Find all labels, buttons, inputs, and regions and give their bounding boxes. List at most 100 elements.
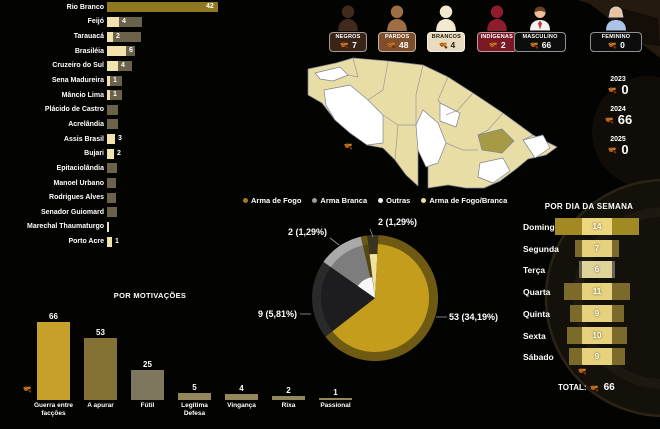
bar-row: Acrelândia xyxy=(0,117,236,132)
funnel-bar-center[interactable]: 14 xyxy=(582,218,612,235)
gender-value: 0 xyxy=(594,40,638,50)
race-card-brancos[interactable]: BRANCOS 4 xyxy=(427,4,466,52)
person-icon xyxy=(387,5,408,31)
year-counter-2023[interactable]: 2023 0 xyxy=(592,76,644,97)
municipality-label: Epitaciolândia xyxy=(56,164,104,172)
bar-track: 1 xyxy=(107,236,236,247)
pistol-icon xyxy=(22,384,33,394)
pistol-icon xyxy=(438,40,449,50)
week-title: POR DIA DA SEMANA xyxy=(544,202,634,211)
bar-row: Brasiléia 6 xyxy=(0,44,236,59)
race-card-pardos[interactable]: PARDOS 48 xyxy=(378,4,417,52)
map-municipality-rio-branco[interactable] xyxy=(477,128,515,154)
gender-card-feminino[interactable]: FEMININO 0 xyxy=(590,4,642,52)
bar-value: 1 xyxy=(113,91,117,99)
weapons-legend: Arma de Fogo Arma Branca Outras Arma de … xyxy=(243,196,507,205)
funnel-bar-center[interactable]: 10 xyxy=(582,326,612,344)
pie-slice-sem-rotulo-inner[interactable] xyxy=(321,267,375,332)
bar-segment-light[interactable] xyxy=(107,75,110,86)
pie-slice-fogo-branca-inner[interactable] xyxy=(369,254,378,298)
pie-data-label: 2 (1,29%) xyxy=(288,227,327,237)
motivation-bar[interactable] xyxy=(225,394,258,400)
funnel-bar-center[interactable]: 9 xyxy=(582,348,612,366)
motivation-label: Guerra entre facções xyxy=(33,402,74,417)
bar-segment[interactable] xyxy=(107,192,116,203)
bar-segment-light[interactable] xyxy=(107,60,118,71)
municipality-label: Brasiléia xyxy=(74,47,104,55)
year-counters: 2023 0 2024 66 2025 0 xyxy=(592,76,644,166)
pie-slice-arma-de-fogo-inner[interactable] xyxy=(332,244,430,353)
pistol-icon xyxy=(607,85,618,95)
motivation-bar[interactable] xyxy=(131,370,164,400)
legend-item[interactable]: Arma de Fogo xyxy=(243,196,301,205)
legend-item[interactable]: Arma Branca xyxy=(312,196,367,205)
race-box: PARDOS 48 xyxy=(378,32,417,52)
bar-segment[interactable] xyxy=(110,90,122,101)
pistol-icon xyxy=(589,383,600,393)
bar-track: 4 xyxy=(107,16,236,27)
bar-segment[interactable] xyxy=(110,75,122,86)
bar-segment[interactable] xyxy=(107,119,118,130)
person-icon xyxy=(486,5,507,31)
bar-segment[interactable] xyxy=(118,60,132,71)
municipality-label: Acrelândia xyxy=(68,120,104,128)
race-card-indígenas[interactable]: INDÍGENAS 2 xyxy=(476,4,517,52)
bar-segment[interactable] xyxy=(113,31,141,42)
bar-segment[interactable] xyxy=(107,2,218,13)
funnel-bar-center[interactable]: 9 xyxy=(582,304,612,322)
bar-segment-light[interactable] xyxy=(107,148,114,159)
bar-segment-light[interactable] xyxy=(107,221,109,232)
motivation-value: 1 xyxy=(333,388,338,397)
map-municipality[interactable] xyxy=(522,134,551,159)
municipality-bar-chart: Rio Branco 42 Feijó 4 Tarauacá 2 Brasilé… xyxy=(0,0,236,249)
motivation-bar[interactable] xyxy=(37,322,70,400)
week-funnel-chart: Domingo 14 Segunda 7 Terça 6 Quarta 11 Q… xyxy=(520,218,660,378)
bar-segment-light[interactable] xyxy=(107,90,110,101)
bar-segment[interactable] xyxy=(107,178,116,188)
bar-segment-light[interactable] xyxy=(107,236,112,247)
race-card-negros[interactable]: NEGROS 7 xyxy=(329,4,367,52)
bar-row: Marechal Thaumaturgo xyxy=(0,220,236,235)
map-municipality[interactable] xyxy=(314,66,349,82)
gender-box: MASCULINO 66 xyxy=(514,32,566,52)
map-municipality[interactable] xyxy=(415,109,447,168)
legend-dot xyxy=(243,198,248,203)
motivation-bar[interactable] xyxy=(319,398,352,400)
race-label: NEGROS xyxy=(335,34,361,40)
legend-dot xyxy=(421,198,427,203)
bar-segment-light[interactable] xyxy=(107,46,126,57)
bar-segment[interactable] xyxy=(107,207,117,218)
legend-dot xyxy=(312,198,318,203)
acre-map[interactable] xyxy=(288,55,573,195)
bar-segment-light[interactable] xyxy=(107,134,115,145)
funnel-bar-center[interactable]: 11 xyxy=(582,283,612,301)
bar-segment-light[interactable] xyxy=(107,31,113,42)
bar-row: Cruzeiro do Sul 4 xyxy=(0,59,236,74)
motivation-bar[interactable] xyxy=(272,396,305,400)
gender-card-masculino[interactable]: MASCULINO 66 xyxy=(514,4,566,52)
bar-segment[interactable] xyxy=(107,104,118,115)
map-municipality[interactable] xyxy=(323,84,384,146)
bar-row: Plácido de Castro xyxy=(0,102,236,117)
funnel-bar-center[interactable]: 6 xyxy=(582,261,612,279)
legend-item[interactable]: Arma de Fogo/Branca xyxy=(421,196,507,205)
map-municipality[interactable] xyxy=(477,157,511,184)
bar-track xyxy=(107,119,236,130)
bar-segment[interactable] xyxy=(119,16,142,27)
motivation-bar[interactable] xyxy=(84,338,117,400)
bar-row: Manoel Urbano xyxy=(0,176,236,191)
pie-slice-outras-inner[interactable] xyxy=(357,277,375,298)
legend-item[interactable]: Outras xyxy=(378,196,410,205)
motivation-bar[interactable] xyxy=(178,393,211,400)
gender-value: 66 xyxy=(518,40,562,50)
bar-value: 1 xyxy=(115,237,119,245)
funnel-bar-center[interactable]: 7 xyxy=(582,239,612,257)
year-counter-2025[interactable]: 2025 0 xyxy=(592,136,644,157)
year-counter-2024[interactable]: 2024 66 xyxy=(592,106,644,127)
municipality-label: Rodrigues Alves xyxy=(49,194,104,202)
bar-segment[interactable] xyxy=(107,163,117,174)
map-municipality[interactable] xyxy=(439,102,461,128)
bar-segment-light[interactable] xyxy=(107,16,119,27)
pie-data-label: 9 (5,81%) xyxy=(258,309,297,319)
bar-segment[interactable] xyxy=(126,46,135,57)
